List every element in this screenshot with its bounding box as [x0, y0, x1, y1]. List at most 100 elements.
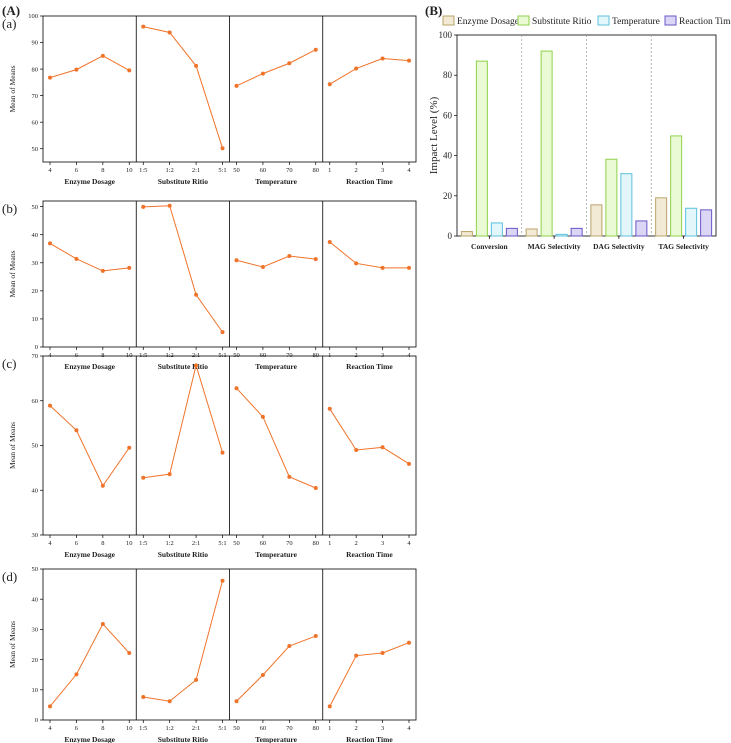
series-line: [329, 642, 410, 707]
y-axis-label: Mean of Means: [8, 65, 17, 112]
series-line: [329, 408, 410, 465]
bar-y-tick-label: 0: [448, 231, 453, 241]
series-line: [329, 241, 409, 269]
data-point: [220, 450, 225, 455]
x-tick-label: 10: [126, 540, 133, 547]
x-tick-label: 1:5: [139, 167, 147, 174]
data-point: [194, 363, 199, 368]
legend-swatch: [517, 15, 530, 26]
bar: [670, 135, 683, 237]
x-tick-label: 1: [328, 352, 331, 359]
data-point: [313, 257, 318, 262]
data-point: [407, 265, 411, 270]
data-point: [327, 82, 332, 87]
x-tick-label: 60: [260, 352, 267, 359]
x-axis-label: Enzyme Dosage: [64, 550, 115, 559]
series-line: [329, 57, 410, 85]
y-tick-label: 60: [32, 398, 39, 405]
data-point: [220, 330, 225, 335]
x-tick-label: 2: [355, 725, 358, 732]
data-point: [327, 406, 332, 411]
data-point: [194, 292, 199, 297]
y-tick-label: 10: [32, 316, 39, 323]
y-tick-label: 40: [32, 487, 39, 494]
x-tick-label: 5:1: [218, 352, 226, 359]
y-tick-label: 20: [32, 288, 39, 295]
x-tick-label: 1: [328, 167, 331, 174]
data-point: [167, 203, 172, 208]
data-point: [327, 704, 332, 709]
y-tick-label: 50: [32, 443, 39, 450]
data-point: [354, 66, 359, 71]
x-tick-label: 10: [126, 167, 133, 174]
bar: [460, 231, 473, 237]
data-point: [234, 258, 239, 263]
x-tick-label: 1:5: [139, 725, 147, 732]
y-tick-label: 60: [32, 119, 39, 126]
bar: [505, 227, 518, 237]
x-tick-label: 1: [328, 540, 331, 547]
x-tick-label: 5:1: [218, 167, 226, 174]
x-tick-label: 4: [48, 725, 52, 732]
x-tick-label: 1:2: [166, 352, 174, 359]
legend-label: Enzyme Dosage: [457, 17, 519, 27]
series-line: [143, 26, 223, 149]
data-point: [141, 475, 146, 480]
x-tick-label: 8: [101, 167, 104, 174]
x-tick-label: 1:2: [166, 167, 174, 174]
y-tick-label: 70: [32, 353, 39, 360]
data-point: [141, 695, 146, 700]
x-axis-label: Reaction Time: [346, 550, 393, 559]
x-axis-label: Reaction Time: [346, 177, 393, 186]
y-tick-label: 0: [35, 344, 38, 351]
x-tick-label: 70: [286, 540, 293, 547]
data-point: [220, 578, 225, 583]
y-tick-label: 10: [32, 687, 39, 694]
x-tick-label: 70: [286, 725, 293, 732]
data-point: [354, 653, 359, 658]
bar: [490, 222, 503, 237]
bar-y-tick-label: 60: [443, 110, 453, 120]
data-point: [167, 699, 172, 704]
category-label: Conversion: [471, 242, 508, 251]
y-tick-label: 70: [32, 93, 39, 100]
x-tick-label: 4: [407, 725, 411, 732]
impact-level-bar-chart: 0 20 40 60 80 100 Impact Level (%) Conversion MA…: [428, 15, 731, 251]
data-point: [313, 486, 318, 491]
x-axis-label: Temperature: [255, 550, 297, 559]
x-tick-label: 6: [75, 540, 79, 547]
bar-y-tick-label: 80: [443, 70, 453, 80]
x-tick-label: 50: [233, 352, 240, 359]
bar: [620, 173, 633, 237]
data-point: [194, 677, 199, 682]
y-tick-label: 30: [32, 260, 39, 267]
data-point: [327, 239, 332, 244]
x-tick-label: 2:1: [192, 725, 200, 732]
category-label: TAG Selectivity: [658, 242, 709, 251]
data-point: [380, 56, 385, 61]
legend-swatch: [664, 15, 677, 26]
x-tick-label: 4: [407, 352, 411, 359]
x-tick-label: 70: [286, 352, 293, 359]
x-tick-label: 60: [260, 540, 267, 547]
legend-label: Temperature: [612, 17, 660, 27]
data-point: [48, 403, 52, 408]
legend-label: Reaction Time: [679, 17, 731, 27]
x-tick-label: 2: [355, 167, 358, 174]
x-tick-label: 1: [328, 725, 331, 732]
x-axis-label: Reaction Time: [346, 735, 393, 743]
data-point: [380, 445, 385, 450]
legend-swatch: [442, 15, 455, 26]
bar: [635, 220, 648, 237]
data-point: [127, 265, 132, 270]
bar: [555, 233, 568, 237]
data-point: [48, 704, 52, 709]
x-tick-label: 80: [313, 167, 320, 174]
x-tick-label: 1:2: [166, 540, 174, 547]
x-tick-label: 80: [313, 352, 320, 359]
bar-y-axis-label: Impact Level (%): [428, 96, 440, 174]
x-tick-label: 50: [233, 725, 240, 732]
x-tick-label: 2:1: [192, 352, 200, 359]
